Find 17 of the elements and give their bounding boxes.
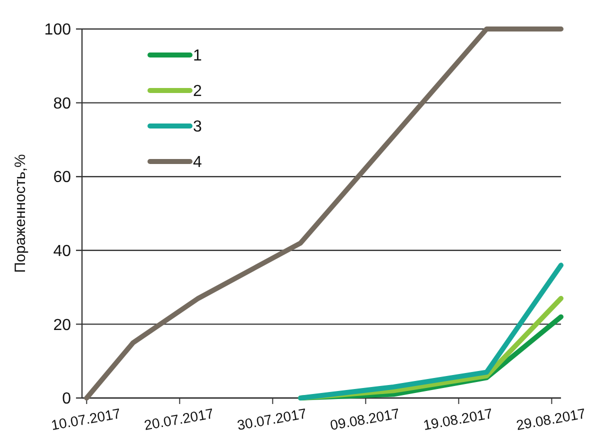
y-tick-label: 40 <box>53 243 72 260</box>
y-axis-title: Пораженность,% <box>12 154 29 273</box>
legend-label: 2 <box>193 83 202 100</box>
x-tick-label: 29.08.2017 <box>514 405 587 434</box>
legend-label: 3 <box>193 118 202 136</box>
y-tick-label: 0 <box>62 390 72 408</box>
legend-label: 4 <box>193 154 202 172</box>
y-tick-label: 100 <box>44 22 72 39</box>
x-tick-label: 10.07.2017 <box>50 405 122 434</box>
y-tick-label: 80 <box>53 95 72 112</box>
y-tick-label: 60 <box>53 169 72 186</box>
x-tick-label: 09.08.2017 <box>328 405 401 434</box>
x-tick-label: 30.07.2017 <box>236 405 308 434</box>
x-tick-label: 19.08.2017 <box>422 405 494 434</box>
x-tick-label: 20.07.2017 <box>142 405 215 434</box>
y-tick-label: 20 <box>53 316 72 334</box>
legend-label: 1 <box>193 48 202 65</box>
